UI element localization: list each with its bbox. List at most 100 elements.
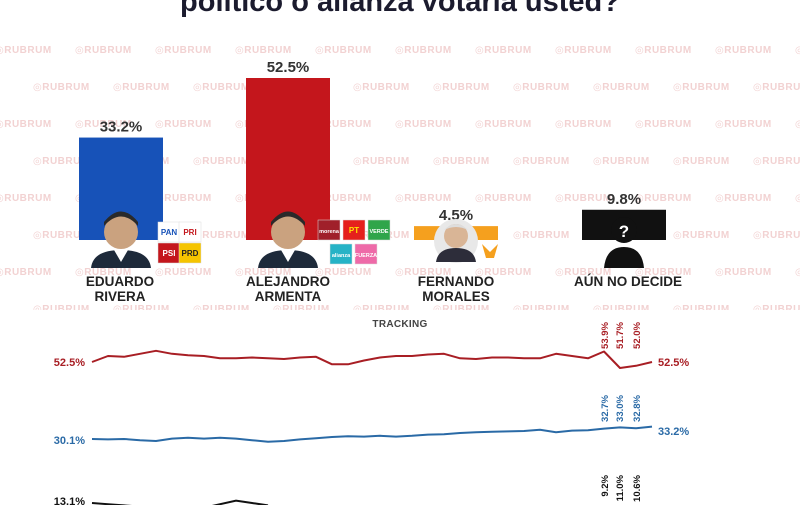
party-logo-text: PT: [349, 226, 359, 235]
watermark-text: ◎RUBRUM: [593, 82, 650, 93]
watermark-text: ◎RUBRUM: [155, 119, 212, 130]
watermark-text: ◎RUBRUM: [795, 267, 800, 278]
watermark-text: ◎RUBRUM: [315, 119, 372, 130]
party-logo-text: alianza: [332, 253, 351, 259]
party-logo-text: FUERZA: [355, 253, 377, 259]
party-logo-bg: [354, 243, 378, 265]
silhouette-head: [611, 217, 637, 243]
party-logo-text: PSI: [163, 249, 176, 258]
question-silhouette-icon: ?: [604, 217, 644, 268]
photo-shirt: [114, 250, 128, 262]
party-logo-text: PRI: [183, 228, 196, 237]
watermark-text: ◎RUBRUM: [33, 230, 90, 241]
watermark-text: ◎RUBRUM: [193, 230, 250, 241]
watermark-text: ◎RUBRUM: [555, 45, 612, 56]
watermark-text: ◎RUBRUM: [475, 267, 532, 278]
bar-value-label: 9.8%: [607, 191, 641, 208]
watermark-text: ◎RUBRUM: [635, 193, 692, 204]
party-logo-text: PRD: [182, 249, 199, 258]
photo-face: [444, 224, 468, 248]
blue-end-label: 33.2%: [658, 426, 689, 438]
watermark-text: ◎RUBRUM: [353, 156, 410, 167]
watermark-text: ◎RUBRUM: [795, 193, 800, 204]
silhouette-body: [604, 247, 644, 268]
blue-recent-label: 33.0%: [615, 394, 626, 421]
party-logo-icon: PSI: [157, 242, 181, 264]
bar-value-label: 4.5%: [439, 207, 473, 224]
photo-shirt: [281, 250, 295, 262]
watermark-text: ◎RUBRUM: [33, 156, 90, 167]
watermark-text: ◎RUBRUM: [555, 193, 612, 204]
watermark-text: ◎RUBRUM: [75, 45, 132, 56]
watermark-text: ◎RUBRUM: [273, 304, 330, 310]
watermark-text: ◎RUBRUM: [193, 82, 250, 93]
party-logo-icon: morena: [317, 219, 341, 241]
watermark-text: ◎RUBRUM: [315, 193, 372, 204]
photo-hair: [444, 224, 468, 230]
page-title: político o alianza votaría usted?: [180, 0, 620, 18]
tracking-line-blue: [91, 425, 653, 443]
watermark-text: ◎RUBRUM: [33, 82, 90, 93]
candidate-first-name: FERNANDO: [417, 274, 495, 289]
party-logo-bg: [329, 243, 353, 265]
candidate-last-name: RIVERA: [94, 289, 146, 304]
candidate-first-name: ALEJANDRO: [245, 274, 330, 289]
watermark-text: ◎RUBRUM: [715, 119, 772, 130]
watermark-text: ◎RUBRUM: [193, 156, 250, 167]
party-logo-icon: PRI: [178, 221, 202, 243]
watermark-text: ◎RUBRUM: [315, 45, 372, 56]
candidate-name-armenta: ALEJANDRO ARMENTA: [218, 274, 358, 304]
watermark-text: ◎RUBRUM: [155, 267, 212, 278]
watermark-text: ◎RUBRUM: [155, 45, 212, 56]
watermark-text: ◎RUBRUM: [353, 304, 410, 310]
party-logo-icon: PT: [342, 219, 366, 241]
watermark-text: ◎RUBRUM: [715, 45, 772, 56]
black-recent-label: 11.0%: [615, 474, 626, 501]
tracking-line-red: [91, 349, 653, 369]
black-start-label: 13.1%: [54, 496, 85, 505]
party-logo-bg: [178, 221, 202, 243]
party-logo-icon: [482, 244, 498, 258]
watermark-text: ◎RUBRUM: [513, 82, 570, 93]
party-logo-bg: [178, 242, 202, 264]
black-recent-label: 10.6%: [632, 474, 643, 501]
watermark-text: ◎RUBRUM: [395, 267, 452, 278]
watermark-text: ◎RUBRUM: [555, 119, 612, 130]
red-start-label: 52.5%: [54, 357, 85, 369]
watermark-text: ◎RUBRUM: [0, 267, 52, 278]
red-end-label: 52.5%: [658, 357, 689, 369]
watermark-text: ◎RUBRUM: [395, 119, 452, 130]
watermark-text: ◎RUBRUM: [795, 45, 800, 56]
watermark-text: ◎RUBRUM: [353, 82, 410, 93]
photo-hair: [271, 211, 305, 226]
photo-face: [271, 215, 305, 249]
watermark-text: ◎RUBRUM: [75, 267, 132, 278]
blue-recent-label: 32.8%: [632, 394, 643, 421]
party-logo-icon: alianza: [329, 243, 353, 265]
blue-start-label: 30.1%: [54, 435, 85, 447]
blue-recent-label: 32.7%: [600, 394, 611, 421]
bar-value-label: 33.2%: [100, 119, 143, 136]
watermark-text: ◎RUBRUM: [593, 304, 650, 310]
watermark-text: ◎RUBRUM: [753, 156, 800, 167]
watermark-text: ◎RUBRUM: [475, 119, 532, 130]
photo-face: [104, 215, 138, 249]
watermark-text: ◎RUBRUM: [673, 230, 730, 241]
watermark-text: ◎RUBRUM: [635, 45, 692, 56]
watermark-text: ◎RUBRUM: [235, 267, 292, 278]
party-logo-text: morena: [319, 229, 340, 235]
watermark-text: ◎RUBRUM: [433, 156, 490, 167]
candidate-name-rivera: EDUARDO RIVERA: [50, 274, 190, 304]
watermark-text: ◎RUBRUM: [635, 119, 692, 130]
candidate-last-name: ARMENTA: [254, 289, 322, 304]
watermark-text: ◎RUBRUM: [513, 156, 570, 167]
red-recent-label: 53.9%: [600, 321, 611, 348]
watermark-text: ◎RUBRUM: [113, 304, 170, 310]
watermark-text: ◎RUBRUM: [593, 156, 650, 167]
tracking-title: TRACKING: [372, 319, 428, 330]
watermark-text: ◎RUBRUM: [555, 267, 612, 278]
watermark-text: ◎RUBRUM: [513, 230, 570, 241]
party-logo-text: VERDE: [370, 229, 389, 235]
candidate-photo-icon: [258, 211, 318, 268]
party-logo-icon: FUERZA: [354, 243, 378, 265]
